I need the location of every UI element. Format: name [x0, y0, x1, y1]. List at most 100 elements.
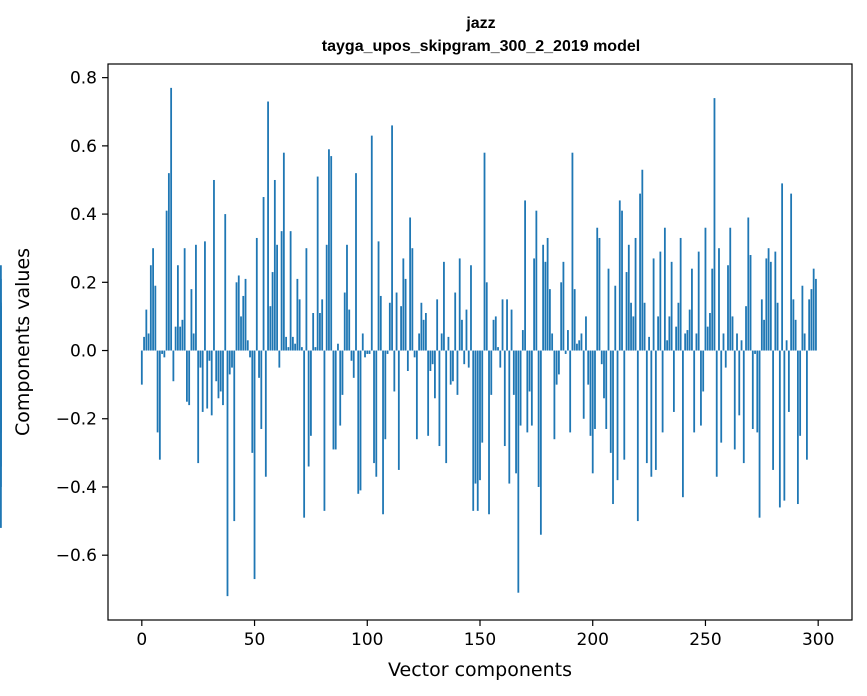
y-tick-label: 0.6	[70, 137, 97, 157]
x-tick-label: 300	[802, 630, 834, 650]
bar-23	[192, 333, 195, 351]
bar-148	[474, 350, 477, 484]
bar-72	[303, 350, 306, 518]
bar-239	[679, 237, 682, 351]
bar-181	[548, 289, 551, 351]
bar-120	[411, 248, 414, 351]
bar-221	[639, 193, 641, 351]
bar-252	[709, 313, 711, 351]
bar-207	[607, 268, 610, 351]
bar-295	[806, 350, 808, 460]
bar-299	[815, 278, 817, 351]
bar-133	[440, 333, 443, 351]
bar-89	[341, 350, 344, 395]
bar-283	[778, 350, 781, 508]
bar-145	[467, 350, 470, 368]
bar-21	[188, 350, 191, 406]
bar-206	[605, 350, 608, 429]
bar-136	[447, 336, 450, 351]
bar-296	[808, 299, 811, 351]
bar-14	[172, 350, 175, 382]
bar-77	[314, 347, 317, 351]
bar-282	[776, 302, 779, 351]
bar-55	[264, 350, 267, 477]
bar-229	[657, 316, 660, 351]
bar-70	[298, 299, 301, 351]
bar-12	[167, 173, 170, 351]
bar-36	[222, 350, 224, 406]
bar-190	[569, 350, 572, 433]
bar-78	[316, 176, 319, 351]
bar-134	[443, 261, 445, 351]
bar-244	[691, 268, 693, 351]
bar-128	[429, 350, 432, 371]
bar-162	[506, 299, 508, 351]
bar-307	[0, 350, 2, 528]
bar-102	[370, 135, 373, 351]
bar-41	[233, 350, 236, 522]
bar-189	[567, 330, 569, 351]
bar-33	[215, 350, 218, 382]
bar-127	[427, 350, 430, 436]
bar-62	[280, 231, 283, 351]
bar-263	[733, 350, 736, 450]
bar-247	[697, 251, 700, 351]
bar-90	[343, 292, 346, 351]
bar-19	[183, 248, 186, 351]
bar-67	[291, 336, 294, 351]
bar-98	[361, 333, 364, 351]
x-axis-ticks: 0 50 100 150 200 250 300	[136, 620, 834, 650]
bar-109	[386, 350, 389, 354]
bar-146	[470, 265, 472, 351]
bar-284	[781, 183, 784, 351]
bar-4	[149, 265, 152, 351]
bar-248	[700, 350, 702, 426]
bar-236	[672, 350, 675, 412]
chart-subtitle: tayga_upos_skipgram_300_2_2019 model	[322, 38, 640, 55]
bar-101	[368, 350, 371, 354]
bar-83	[328, 149, 330, 351]
bar-289	[792, 299, 795, 351]
bar-20	[186, 350, 188, 402]
bar-32	[213, 179, 215, 351]
bar-213	[621, 210, 623, 351]
bar-25	[197, 350, 200, 464]
bar-39	[228, 350, 231, 375]
bar-131	[436, 299, 439, 351]
bar-86	[334, 350, 337, 450]
y-axis-label: Components values	[12, 248, 34, 436]
bars	[0, 87, 817, 597]
bar-234	[668, 316, 671, 351]
bar-147	[472, 350, 475, 511]
bar-163	[508, 350, 511, 484]
bar-129	[431, 350, 434, 365]
bar-116	[402, 258, 405, 351]
bar-74	[307, 350, 310, 467]
bar-251	[706, 326, 709, 351]
bar-81	[323, 350, 326, 511]
y-tick-label: −0.4	[56, 478, 97, 498]
bar-249	[702, 350, 705, 392]
bar-238	[677, 302, 680, 351]
bar-227	[652, 258, 655, 351]
bar-197	[585, 316, 587, 351]
bar-165	[512, 350, 515, 395]
bar-161	[503, 350, 506, 447]
bar-195	[580, 333, 583, 351]
bar-259	[724, 350, 727, 368]
bar-232	[663, 227, 666, 351]
bar-13	[170, 87, 173, 351]
bar-85	[332, 350, 335, 450]
bar-246	[695, 333, 698, 351]
bar-278	[767, 248, 770, 351]
bar-9	[161, 350, 164, 354]
bar-256	[718, 248, 720, 351]
bar-270	[749, 255, 752, 351]
bar-8	[158, 350, 161, 460]
y-axis-ticks: −0.6 −0.4 −0.2 0.0 0.2 0.4 0.6 0.8	[56, 69, 108, 566]
bar-215	[625, 272, 628, 351]
bar-224	[645, 350, 648, 464]
bar-176	[537, 350, 540, 487]
bar-297	[810, 289, 813, 351]
bar-10	[163, 350, 166, 358]
